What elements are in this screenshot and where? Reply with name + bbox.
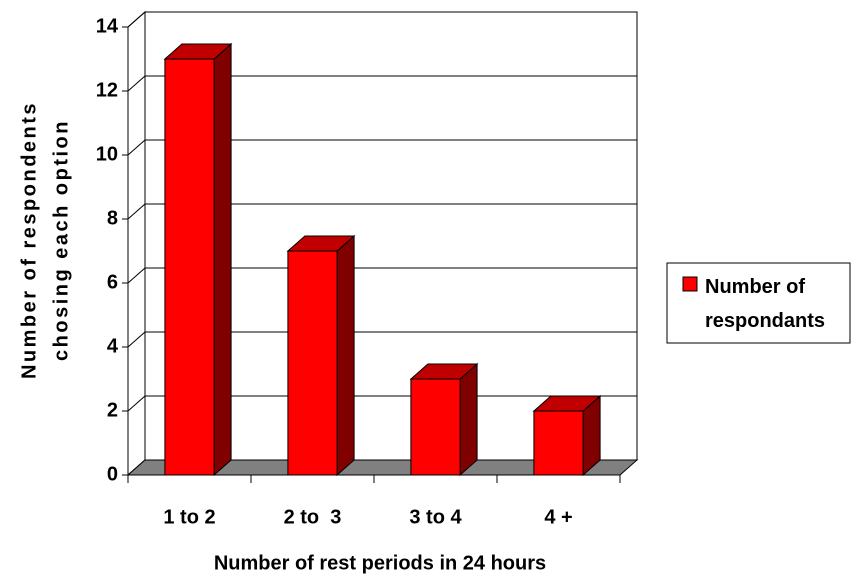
legend-swatch [682,276,698,292]
x-tick-label: 2 to 3 [284,506,342,528]
bar [164,58,215,476]
grid-line [127,139,146,156]
legend-box [666,262,851,344]
side-wall [127,10,146,477]
y-tick-label: 2 [107,399,118,421]
y-axis-label: chosing each option [50,119,72,361]
grid-line [127,75,146,92]
x-tick-label: 4 + [544,506,572,528]
bar-side [336,234,355,477]
y-axis-label: Number of respondents [18,101,40,379]
y-tick-label: 10 [96,143,118,165]
grid-line [127,203,146,220]
legend-label: Number of respondants [705,276,826,332]
bar [533,410,584,476]
x-tick-label: 3 to 4 [409,506,462,528]
y-tick-label: 14 [96,15,119,37]
x-axis-label: Number of rest periods in 24 hours [214,552,546,574]
grid-line [127,11,146,28]
grid-line [127,331,146,348]
y-tick-label: 4 [107,335,119,357]
bar [410,378,461,476]
x-tick-label: 1 to 2 [163,506,215,528]
y-tick-label: 12 [96,79,118,101]
y-tick-label: 0 [107,463,118,485]
grid-line [127,395,146,412]
y-tick-label: 8 [107,207,118,229]
bar-side [213,42,232,477]
grid-line [127,267,146,284]
bar [287,250,338,476]
bar-side [459,362,478,477]
y-tick-label: 6 [107,271,118,293]
